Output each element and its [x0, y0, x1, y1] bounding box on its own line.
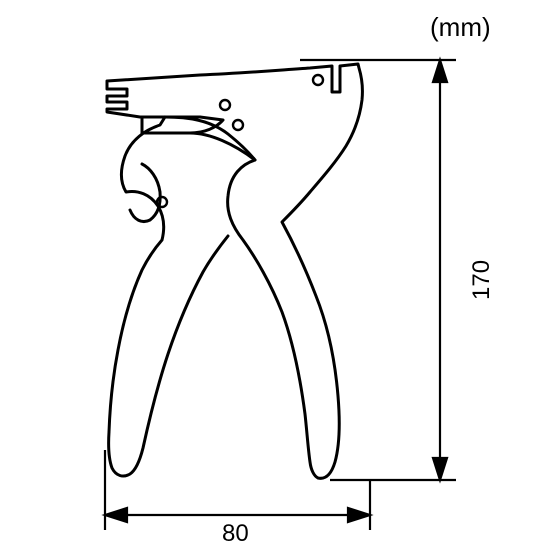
rivet [313, 75, 323, 85]
arrowhead-left-icon [105, 508, 127, 522]
body-seam [190, 133, 255, 160]
width-dimension [105, 450, 370, 530]
arrowhead-right-icon [348, 508, 370, 522]
units-label: (mm) [430, 12, 491, 43]
left-handle [109, 117, 228, 476]
diagram-canvas: (mm) 170 80 [0, 0, 551, 551]
rivet [233, 120, 243, 130]
tool-outline [107, 64, 362, 478]
body-and-right-handle [107, 64, 362, 478]
width-dimension-value: 80 [222, 520, 249, 548]
arrowhead-down-icon [433, 458, 447, 480]
arrowhead-up-icon [433, 60, 447, 82]
dimension-lines [105, 60, 456, 530]
rivet [220, 100, 230, 110]
rivets [157, 75, 323, 207]
height-dimension-value: 170 [468, 260, 496, 300]
height-dimension [300, 60, 456, 480]
